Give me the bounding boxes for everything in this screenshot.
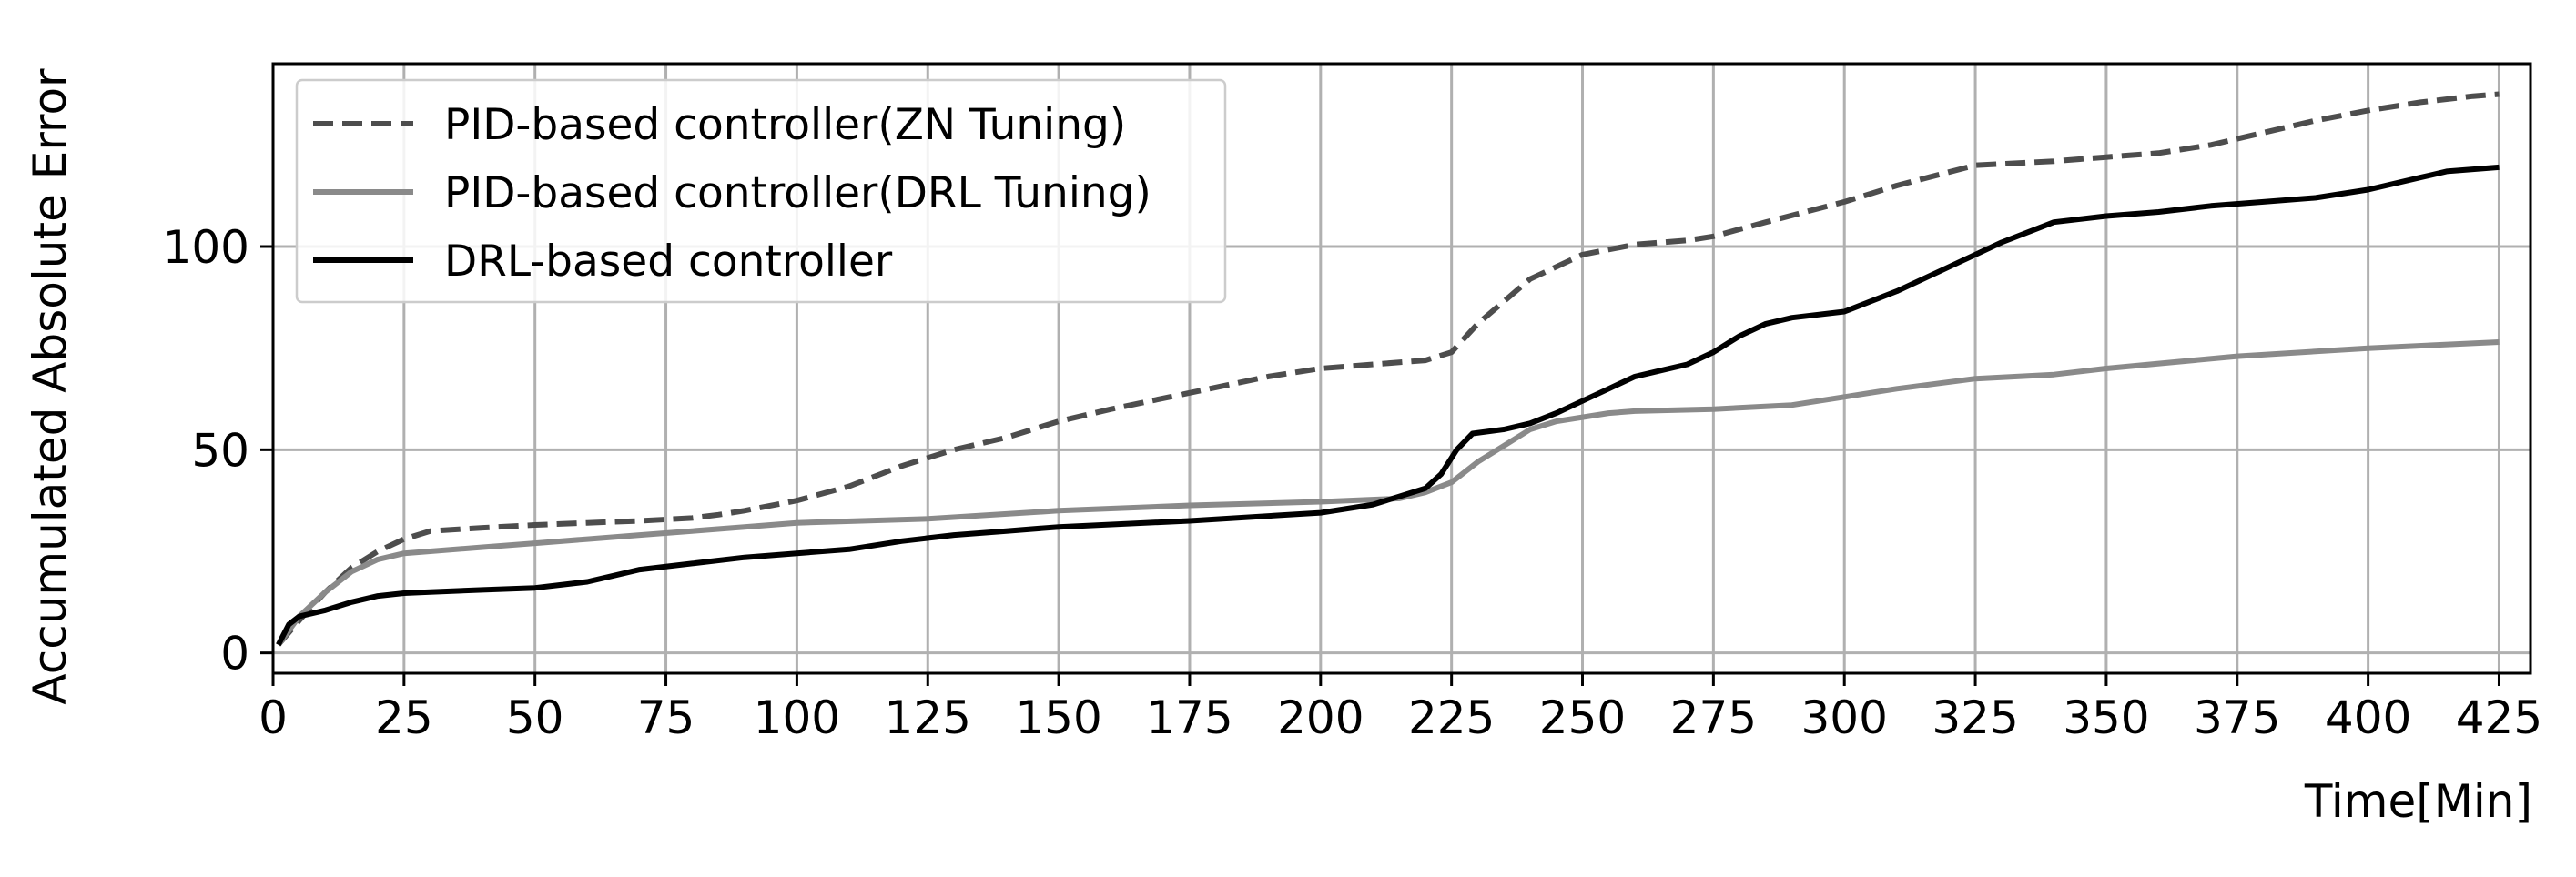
y-axis-ticks: 0 50 100 <box>163 221 273 680</box>
y-axis-label: Accumulated Absolute Error <box>24 68 76 705</box>
x-tick-label: 75 <box>637 691 695 744</box>
series-line-pid-drl-tuning <box>276 339 2500 647</box>
x-tick-label: 175 <box>1146 691 1232 744</box>
x-tick-label: 150 <box>1015 691 1101 744</box>
x-axis-ticks: 0 25 50 75 100 125 150 175 200 225 250 275 300 325 350… <box>259 673 2542 744</box>
x-tick-label: 300 <box>1800 691 1887 744</box>
x-tick-label: 375 <box>2194 691 2280 744</box>
y-tick-label: 0 <box>220 628 249 680</box>
x-tick-label: 125 <box>885 691 971 744</box>
plot-frame <box>271 62 2532 675</box>
x-tick-label: 275 <box>1670 691 1757 744</box>
legend-label-pid-zn-tuning: PID-based controller(ZN Tuning) <box>444 100 1126 150</box>
x-tick-label: 250 <box>1539 691 1626 744</box>
x-tick-label: 100 <box>754 691 840 744</box>
legend-label-pid-drl-tuning: PID-based controller(DRL Tuning) <box>444 168 1151 218</box>
legend: PID-based controller(ZN Tuning) PID-based… <box>295 78 1227 304</box>
x-tick-label: 200 <box>1277 691 1364 744</box>
series-line-pid-zn-tuning <box>276 91 2500 647</box>
y-tick-label: 50 <box>191 424 249 477</box>
x-tick-label: 25 <box>375 691 433 744</box>
y-tick-label: 100 <box>163 221 249 274</box>
series-lines <box>276 91 2500 647</box>
legend-box <box>295 78 1227 304</box>
x-tick-label: 400 <box>2325 691 2411 744</box>
legend-label-drl-controller: DRL-based controller <box>444 237 893 287</box>
x-tick-label: 425 <box>2456 691 2542 744</box>
x-tick-label: 350 <box>2063 691 2149 744</box>
x-tick-label: 325 <box>1932 691 2018 744</box>
x-axis-label: Time[Min] <box>2304 775 2532 828</box>
x-tick-label: 50 <box>506 691 564 744</box>
x-tick-label: 225 <box>1408 691 1495 744</box>
x-tick-label: 0 <box>259 691 288 744</box>
series-line-drl-controller <box>276 164 2500 647</box>
